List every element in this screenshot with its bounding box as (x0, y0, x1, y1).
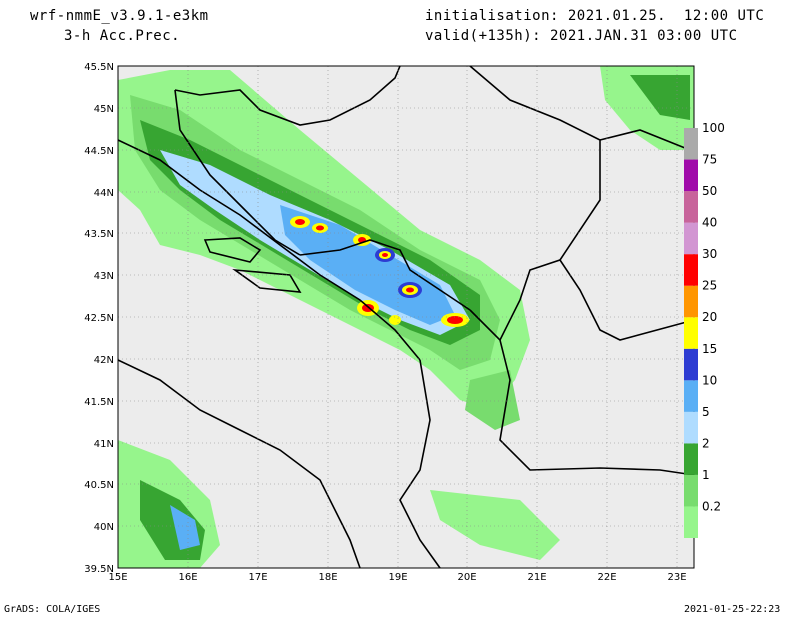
lat-tick: 39.5N (84, 564, 114, 575)
lon-tick: 17E (248, 572, 267, 583)
lat-tick: 44.5N (84, 146, 114, 157)
colorbar-label: 25 (702, 279, 717, 293)
timestamp-text: 2021-01-25-22:23 (684, 604, 781, 615)
lon-axis: 15E 16E 17E 18E 19E 20E 21E 22E 23E (108, 572, 686, 583)
model-name: wrf-nmmE_v3.9.1-e3km (30, 8, 209, 24)
lat-axis: 45.5N 45N 44.5N 44N 43.5N 43N 42.5N 42N … (84, 62, 114, 575)
credit-text: GrADS: COLA/IGES (4, 604, 101, 615)
lat-tick: 43.5N (84, 229, 114, 240)
lon-tick: 15E (108, 572, 127, 583)
lon-tick: 18E (318, 572, 337, 583)
colorbar-label: 10 (702, 373, 717, 387)
lat-tick: 41N (94, 439, 114, 450)
precip-field (118, 66, 694, 568)
colorbar-swatch (684, 474, 698, 507)
colorbar-label: 5 (702, 405, 710, 419)
lon-tick: 20E (457, 572, 476, 583)
colorbar-label: 1 (702, 468, 710, 482)
colorbar-swatch (684, 443, 698, 475)
lon-tick: 21E (527, 572, 546, 583)
colorbar-swatch (684, 285, 698, 318)
lon-tick: 19E (388, 572, 407, 583)
colorbar-label: 30 (702, 247, 717, 261)
colorbar-swatch (684, 348, 698, 381)
borders (117, 65, 695, 569)
variable-name: 3-h Acc.Prec. (64, 28, 181, 44)
lat-tick: 45.5N (84, 62, 114, 73)
valid-time: valid(+135h): 2021.JAN.31 03:00 UTC (425, 28, 738, 44)
colorbar-label: 15 (702, 342, 717, 356)
colorbar-label: 75 (702, 153, 717, 167)
colorbar-label: 40 (702, 216, 717, 230)
lat-tick: 40N (94, 522, 114, 533)
lon-tick: 22E (597, 572, 616, 583)
colorbar-label: 20 (702, 310, 717, 324)
lat-tick: 43N (94, 271, 114, 282)
colorbar-label: 0.2 (702, 499, 721, 513)
grid (118, 66, 694, 568)
colorbar-swatch (684, 254, 698, 286)
lon-tick: 23E (667, 572, 686, 583)
lat-tick: 41.5N (84, 397, 114, 408)
colorbar-label: 100 (702, 121, 725, 135)
colorbar-swatch (684, 191, 698, 223)
lat-tick: 45N (94, 104, 114, 115)
lat-tick: 42N (94, 355, 114, 366)
colorbar-swatch (684, 128, 698, 160)
lat-tick: 44N (94, 188, 114, 199)
colorbar-label: 50 (702, 184, 717, 198)
lon-tick: 16E (178, 572, 197, 583)
lat-tick: 42.5N (84, 313, 114, 324)
colorbar-swatch (684, 380, 698, 412)
colorbar-swatch (684, 159, 698, 192)
colorbar-swatch (684, 222, 698, 255)
colorbar-label: 2 (702, 436, 710, 450)
colorbar-swatch (684, 317, 698, 349)
lat-tick: 40.5N (84, 480, 114, 491)
colorbar-swatch (684, 411, 698, 444)
colorbar-swatch (684, 506, 698, 538)
init-time: initialisation: 2021.01.25. 12:00 UTC (425, 8, 765, 24)
